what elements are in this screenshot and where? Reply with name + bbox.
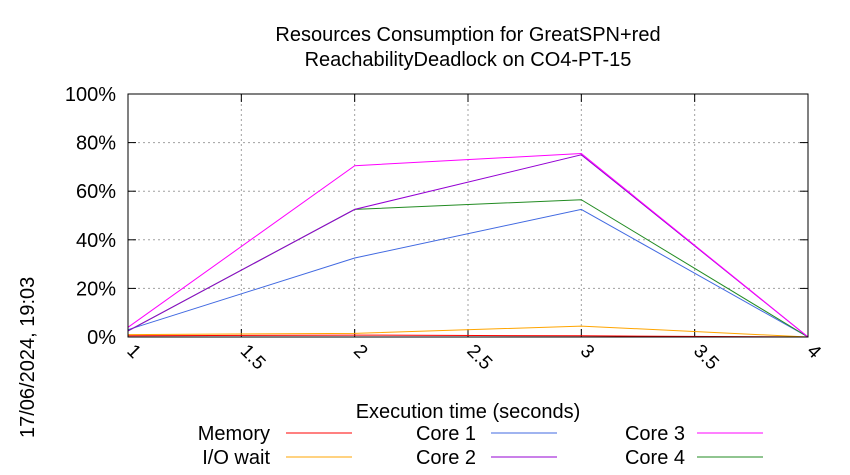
chart-title-line-1: Resources Consumption for GreatSPN+red (275, 24, 660, 46)
plot-border (127, 93, 809, 338)
legend-label-core-4: Core 4 (625, 447, 685, 469)
series-line-memory (127, 334, 809, 338)
x-tick-label: 1 (122, 341, 144, 363)
legend-label-i-o-wait: I/O wait (202, 447, 270, 469)
series-line-i-o-wait (127, 325, 809, 338)
y-tick-label: 40% (76, 230, 116, 252)
y-tick-label: 80% (76, 133, 116, 155)
y-tick-label: 100% (65, 84, 116, 106)
x-tick-label: 3.5 (689, 341, 723, 375)
series-lines (127, 152, 809, 338)
x-tick-label: 2.5 (462, 341, 496, 375)
grid (128, 94, 808, 337)
timestamp-label: 17/06/2024, 19:03 (17, 277, 39, 438)
y-axis-ticks: 0% 20% 40% 60% 80% 100% (65, 84, 808, 349)
chart-title-line-2: ReachabilityDeadlock on CO4-PT-15 (305, 49, 632, 71)
x-tick-label: 2 (349, 341, 371, 363)
series-line-core-3 (127, 152, 809, 338)
legend-label-memory: Memory (198, 423, 270, 445)
x-tick-label: 4 (802, 341, 825, 364)
y-tick-label: 0% (87, 327, 116, 349)
x-tick-label: 3 (576, 341, 598, 363)
legend-label-core-1: Core 1 (416, 423, 476, 445)
x-axis-ticks: 1 1.5 2 2.5 3 3.5 4 (122, 94, 825, 374)
y-tick-label: 20% (76, 278, 116, 300)
x-tick-label: 1.5 (236, 341, 270, 375)
series-line-core-1 (127, 208, 809, 338)
y-tick-label: 60% (76, 181, 116, 203)
legend-label-core-3: Core 3 (625, 423, 685, 445)
legend-label-core-2: Core 2 (416, 447, 476, 469)
series-line-core-2 (127, 154, 809, 338)
x-axis-label: Execution time (seconds) (356, 401, 581, 423)
